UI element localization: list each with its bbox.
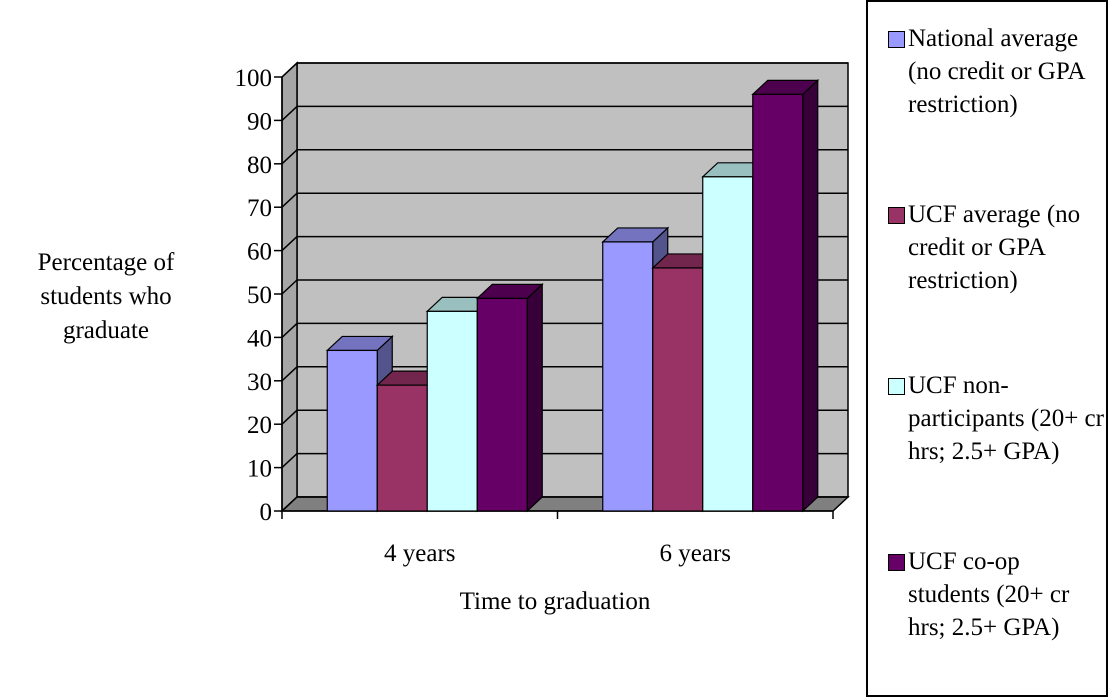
- y-tick-label: 10: [247, 456, 272, 483]
- y-tick-label: 80: [247, 152, 272, 179]
- x-tick-label: 6 years: [660, 540, 732, 567]
- gridline-side: [281, 149, 298, 165]
- bar: [751, 78, 820, 513]
- gridline-side: [281, 279, 298, 295]
- bar-front: [652, 267, 704, 512]
- y-tick-label: 50: [247, 282, 272, 309]
- bar-front: [752, 93, 804, 512]
- gridline-side: [281, 236, 298, 252]
- x-tick-labels: 4 years 6 years: [384, 540, 731, 567]
- legend: National average (no credit or GPA restr…: [866, 0, 1108, 697]
- gridline-side: [281, 453, 298, 469]
- bar-side: [802, 78, 819, 513]
- gridline-side: [281, 366, 298, 382]
- bar-side: [526, 282, 543, 513]
- bar-front: [602, 241, 654, 512]
- legend-label: National average (no credit or GPA restr…: [908, 25, 1085, 118]
- legend-label: UCF average (no credit or GPA restrictio…: [908, 201, 1081, 294]
- y-tick-label: 100: [235, 65, 273, 92]
- y-tick-label: 0: [260, 499, 273, 526]
- gridline-side: [281, 496, 298, 512]
- legend-swatch: [888, 31, 905, 48]
- x-axis-label: Time to graduation: [459, 588, 651, 615]
- y-tick-labels: 0 10 20 30 40 50 60 70 80 90 100: [235, 65, 273, 526]
- bar-front: [426, 310, 478, 512]
- gridline-side: [281, 322, 298, 338]
- gridline-side: [281, 105, 298, 121]
- bar-front: [376, 384, 428, 512]
- y-tick-label: 40: [247, 325, 272, 352]
- legend-label: UCF co-op students (20+ cr hrs; 2.5+ GPA…: [908, 548, 1070, 641]
- bars: [325, 78, 820, 513]
- y-axis-label: Percentage of students who graduate: [37, 249, 175, 344]
- gridline-side: [281, 192, 298, 208]
- bar: [475, 282, 544, 513]
- legend-label: UCF non-participants (20+ cr hrs; 2.5+ G…: [908, 372, 1104, 465]
- bar-front: [702, 176, 754, 512]
- y-tick-label: 70: [247, 195, 272, 222]
- y-tick-label: 90: [247, 108, 272, 135]
- legend-swatch: [888, 554, 905, 571]
- y-tick-label: 30: [247, 369, 272, 396]
- y-tick-label: 20: [247, 412, 272, 439]
- bar-front: [476, 297, 528, 512]
- legend-swatch: [888, 378, 905, 395]
- legend-swatch: [888, 207, 905, 224]
- bar-front: [326, 349, 378, 512]
- gridline-side: [281, 62, 298, 78]
- x-tick-label: 4 years: [384, 540, 456, 567]
- gridline-side: [281, 409, 298, 425]
- y-tick-label: 60: [247, 239, 272, 266]
